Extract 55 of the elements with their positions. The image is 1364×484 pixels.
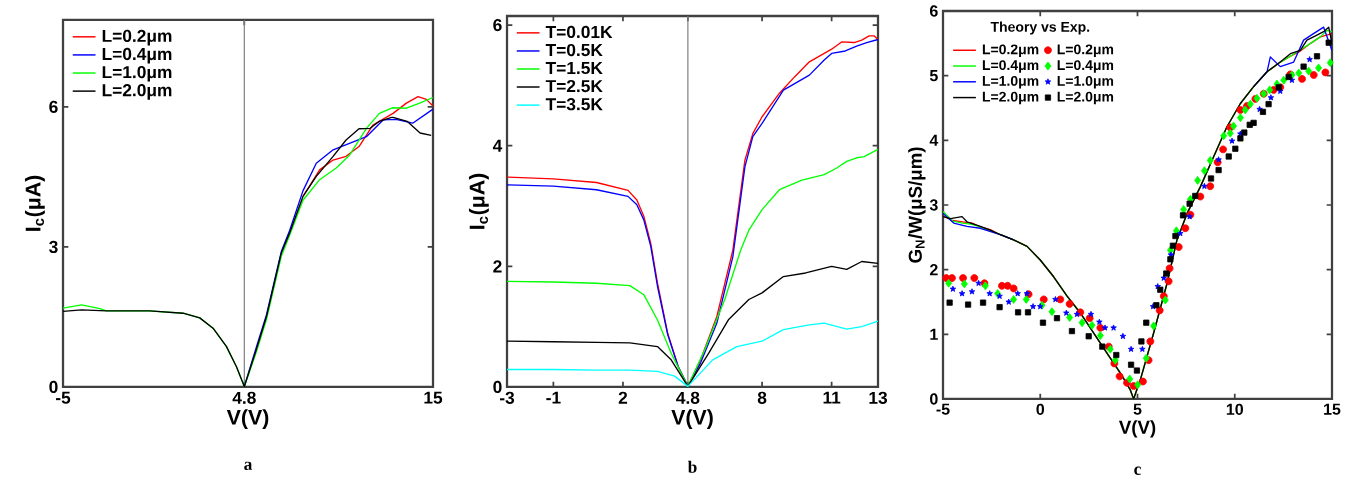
y-axis-title: I$_{c}$(μA) [24, 175, 45, 231]
y-tick-label: 3 [929, 199, 938, 211]
x-tick-label: 4.8 [676, 391, 700, 404]
y-tick-label: 4 [492, 139, 503, 152]
x-tick-label: 11 [823, 391, 841, 404]
y-tick-label: 0 [49, 380, 58, 394]
y-tick-label: 5 [929, 70, 938, 82]
x-tick-label: -5 [936, 403, 950, 415]
legend-label: L=0.4μm [1057, 60, 1114, 73]
y-tick-label: 6 [929, 5, 938, 17]
x-tick-label: 10 [1226, 403, 1243, 416]
y-tick-label: 3 [49, 240, 58, 254]
legend-label: L=0.2μm [102, 29, 172, 46]
x-axis-title: V(V) [226, 409, 269, 430]
legend-label: L=2.0μm [102, 84, 172, 100]
legend-label: T=2.5K [545, 79, 603, 93]
x-tick-label: 15 [424, 391, 443, 404]
x-tick-label: 15 [1324, 403, 1341, 415]
x-tick-label: 5 [1133, 403, 1142, 415]
legend-label: L=0.2μm [1057, 44, 1114, 57]
text: a [244, 461, 253, 471]
legend-label: L=1.0μm [982, 75, 1039, 89]
y-tick-label: 2 [493, 260, 502, 273]
legend-label: L=2.0μm [1057, 91, 1114, 105]
text: b [687, 460, 697, 473]
x-tick-label: 13 [869, 391, 888, 404]
x-tick-label: 8 [757, 391, 767, 404]
text: c [1134, 466, 1141, 475]
legend-label: L=0.4μm [982, 60, 1039, 73]
x-axis-title: V(V) [671, 409, 713, 430]
x-axis-title: V(V) [1118, 420, 1156, 438]
y-tick-label: 4 [929, 134, 939, 146]
legend-label: T=0.5K [545, 43, 603, 57]
y-tick-label: 6 [493, 18, 502, 32]
x-tick-label: -3 [499, 391, 515, 404]
x-tick-label: 0 [1036, 403, 1045, 416]
x-tick-label: -5 [55, 391, 71, 404]
legend-label: L=2.0μm [982, 91, 1039, 105]
x-tick-label: 4.8 [232, 391, 256, 404]
y-tick-label: 2 [929, 264, 938, 276]
legend-label: T=1.5K [545, 62, 603, 75]
y-tick-label: 1 [930, 328, 938, 340]
legend-label: L=0.4μm [102, 47, 172, 64]
legend-label: L=1.0μm [1057, 75, 1114, 89]
legend-label: T=0.01K [545, 25, 613, 39]
x-tick-label: -1 [546, 391, 561, 404]
legend-label: L=0.2μm [982, 44, 1039, 57]
x-tick-label: 2 [618, 391, 628, 404]
y-axis-title: I$_{c}$(μA) [468, 173, 489, 229]
y-tick-label: 6 [49, 100, 58, 113]
legend-title: Theory vs Exp. [990, 21, 1090, 35]
y-axis-title: G$_{N}$/W(μS/μm) [908, 147, 926, 263]
y-tick-label: 0 [493, 380, 502, 394]
legend-label: L=1.0μm [102, 65, 172, 82]
legend-label: T=3.5K [545, 98, 603, 111]
